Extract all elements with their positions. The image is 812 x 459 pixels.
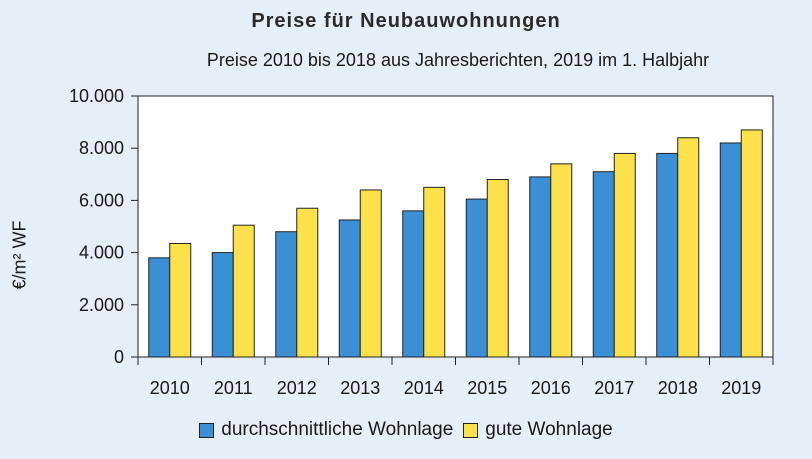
chart-subtitle: Preise 2010 bis 2018 aus Jahresberichten… [206,50,710,70]
legend-item-series-1: gute Wohnlage [463,419,613,441]
bar-series-0 [656,152,679,358]
y-tick-label: 4.000 [79,243,124,263]
bar-series-0 [402,210,425,358]
bar-series-0 [338,219,361,358]
chart-title: Preise für Neubauwohnungen [251,10,561,32]
bar-series-1 [359,189,382,358]
bar-series-1 [423,186,446,358]
bar-series-0 [148,257,171,358]
bar-series-1 [740,129,763,358]
x-tick-label: 2010 [150,378,190,398]
bar-series-1 [232,224,255,358]
x-tick-label: 2017 [594,378,634,398]
bar-series-0 [719,142,742,358]
bar-series-1 [169,242,192,358]
bar-series-1 [613,152,636,358]
legend-item-series-0: durchschnittliche Wohnlage [199,419,453,441]
bar-series-0 [529,176,552,358]
legend-swatch-series-1 [463,422,479,438]
x-tick-label: 2015 [467,378,507,398]
y-tick-label: 2.000 [79,295,124,315]
bar-series-1 [550,163,573,358]
x-tick-label: 2011 [214,378,253,398]
bar-series-0 [592,171,615,358]
x-tick-label: 2014 [404,378,444,398]
legend: durchschnittliche Wohnlage gute Wohnlage [0,419,812,441]
x-tick-label: 2019 [721,378,761,398]
x-tick-label: 2016 [531,378,571,398]
bar-series-0 [275,231,298,358]
bar-series-1 [296,207,319,358]
x-tick-label: 2018 [658,378,698,398]
x-tick-label: 2012 [277,378,317,398]
y-tick-label: 8.000 [79,138,124,158]
x-tick-label: 2013 [340,378,380,398]
legend-label-series-0: durchschnittliche Wohnlage [221,419,454,440]
y-tick-label: 6.000 [79,190,124,210]
bar-series-1 [677,137,700,358]
bar-series-1 [486,179,509,358]
legend-label-series-1: gute Wohnlage [485,419,613,440]
y-tick-label: 10.000 [69,86,124,106]
y-tick-label: 0 [114,347,124,367]
bar-series-0 [465,198,488,358]
bar-series-0 [211,252,234,358]
legend-swatch-series-0 [199,422,215,438]
